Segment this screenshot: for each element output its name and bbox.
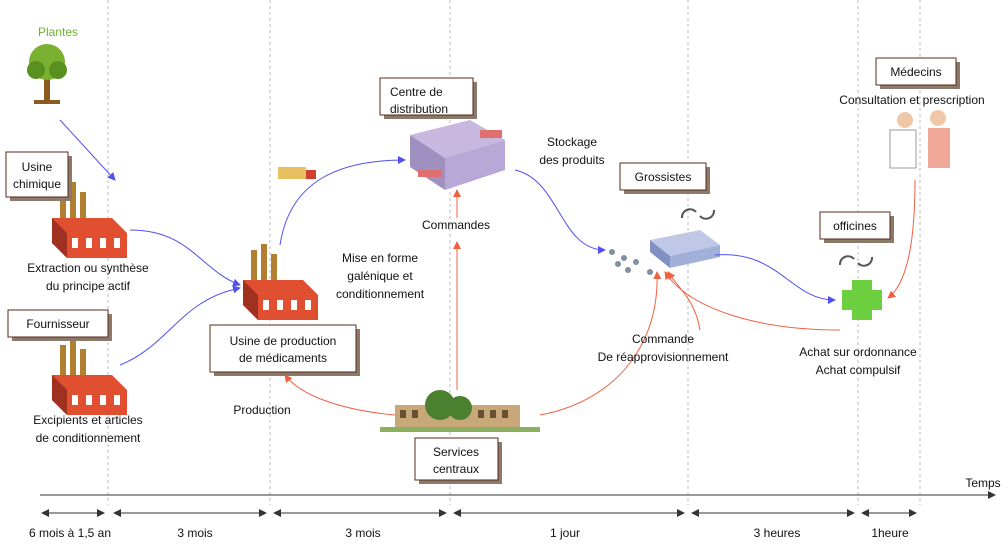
warehouse-icon (410, 120, 505, 190)
truck-icon (278, 167, 316, 179)
node-label: Grossistes (635, 170, 692, 184)
caption: conditionnement (336, 287, 425, 301)
node-label: Usine (22, 160, 53, 174)
caption: galénique et (347, 269, 413, 283)
caption: Production (233, 403, 290, 417)
period-label: 1heure (871, 526, 909, 540)
caption: Consultation et prescription (839, 93, 984, 107)
axis-label: Temps (965, 476, 1000, 490)
caption: Mise en forme (342, 251, 418, 265)
caption: Plantes (38, 25, 78, 39)
factory-icon (243, 244, 318, 320)
node-label: Usine de production (230, 334, 337, 348)
pharmacy-cross (842, 280, 882, 320)
node-label: Services (433, 445, 479, 459)
caption: Achat compulsif (816, 363, 901, 377)
node-label: officines (833, 219, 877, 233)
caption: Achat sur ordonnance (799, 345, 917, 359)
node-label: Médecins (890, 65, 941, 79)
factory-icon (52, 339, 127, 415)
node-label: Fournisseur (26, 317, 89, 331)
caption: Commandes (422, 218, 490, 232)
caption: De réapprovisionnement (598, 350, 729, 364)
node-label: chimique (13, 177, 61, 191)
caption: des produits (539, 153, 604, 167)
caption: Excipients et articles (33, 413, 142, 427)
diagram: Usine chimique Fournisseur Usine de product… (0, 0, 1008, 544)
node-label: centraux (433, 462, 479, 476)
caption: Stockage (547, 135, 597, 149)
caption: Commande (632, 332, 694, 346)
caption: du principe actif (46, 279, 131, 293)
period-label: 3 heures (754, 526, 801, 540)
node-label: Centre de (390, 85, 443, 99)
period-label: 3 mois (177, 526, 212, 540)
headquarters-icon (380, 390, 540, 432)
node-label: de médicaments (239, 351, 327, 365)
caption: de conditionnement (36, 431, 141, 445)
period-label: 6 mois à 1,5 an (29, 526, 111, 540)
period-label: 1 jour (550, 526, 580, 540)
wholesaler-icon (609, 230, 720, 275)
period-label: 3 mois (345, 526, 380, 540)
tree-icon (27, 44, 67, 104)
caption: Extraction ou synthèse (27, 261, 149, 275)
node-label: distribution (390, 102, 448, 116)
